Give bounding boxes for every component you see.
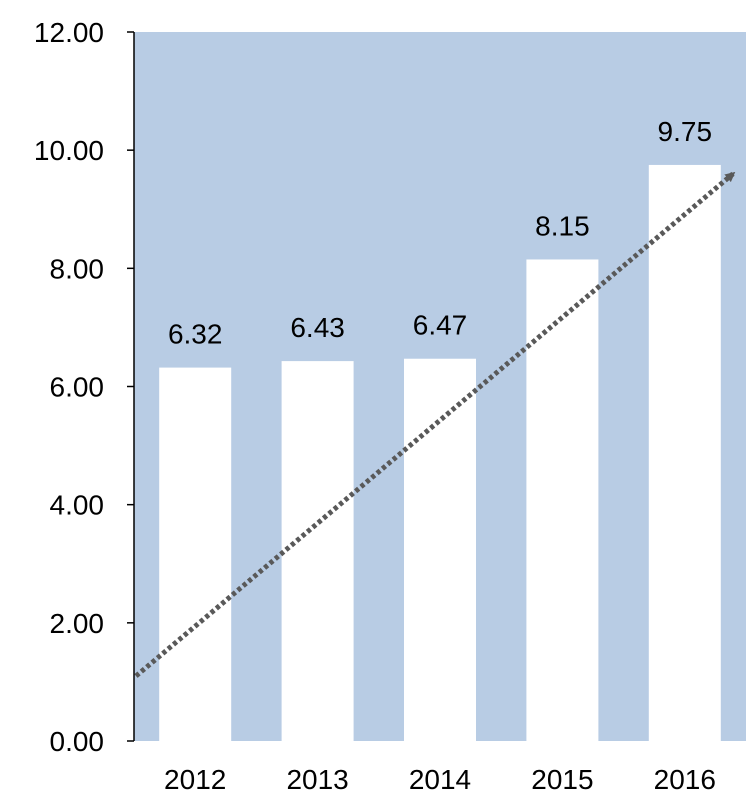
data-label-2015: 8.15 xyxy=(535,210,590,241)
y-tick-label: 6.00 xyxy=(50,372,105,403)
bar-2014 xyxy=(404,358,476,741)
y-tick-label: 4.00 xyxy=(50,490,105,521)
x-tick-label-2015: 2015 xyxy=(531,764,593,795)
data-label-2012: 6.32 xyxy=(168,319,223,350)
data-label-2016: 9.75 xyxy=(658,116,713,147)
bar-2013 xyxy=(281,361,354,741)
bar-2016 xyxy=(648,164,721,741)
y-tick-label: 2.00 xyxy=(50,608,105,639)
y-tick-label: 12.00 xyxy=(34,17,104,48)
data-label-2014: 6.47 xyxy=(413,310,468,341)
y-tick-label: 8.00 xyxy=(50,253,105,284)
y-tick-label: 10.00 xyxy=(34,135,104,166)
y-tick-label: 0.00 xyxy=(50,726,105,757)
x-tick-label-2013: 2013 xyxy=(286,764,348,795)
data-label-2013: 6.43 xyxy=(290,312,345,343)
x-tick-label-2012: 2012 xyxy=(164,764,226,795)
bar-2015 xyxy=(526,259,599,741)
x-tick-label-2014: 2014 xyxy=(409,764,471,795)
x-tick-label-2016: 2016 xyxy=(654,764,716,795)
bar-2012 xyxy=(159,367,232,741)
